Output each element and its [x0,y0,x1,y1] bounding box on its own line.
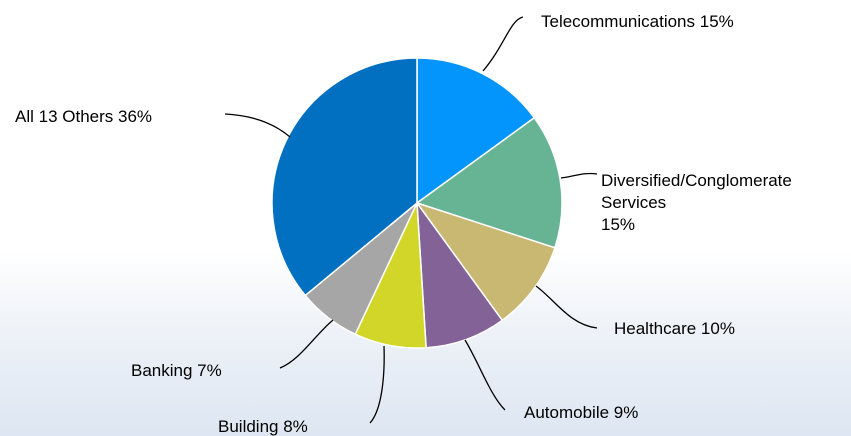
pie-slice-diversified-conglomerate [416,117,563,249]
leader-line-banking [279,319,334,369]
leader-line-automobile [464,339,506,411]
leader-line-all-others [224,113,291,138]
slice-label-diversified-line-1: Diversified/Conglomerate [601,171,792,190]
slice-label-automobile: Automobile 9% [524,403,639,422]
leader-line-building [369,345,385,424]
slice-label-telecommunications: Telecommunications 15% [541,12,734,31]
leader-line-healthcare [535,285,598,329]
slice-label-healthcare: Healthcare 10% [614,319,735,338]
slice-label-banking: Banking 7% [131,361,222,380]
pie-slice-healthcare [416,202,556,322]
slice-label-all-others: All 13 Others 36% [15,107,153,126]
slice-label-diversified-line-2: Services [601,193,667,212]
pie-slices [271,57,563,349]
pie-slice-telecommunications [416,57,536,204]
pie-slice-automobile [416,202,503,349]
pie-slice-all-others [271,57,418,297]
slice-label-diversified-line-3: 15% [601,215,636,234]
leader-lines [224,16,598,424]
slice-label-building: Building 8% [218,417,308,436]
leader-line-telecommunications [482,16,524,72]
slice-label-diversified: Diversified/Conglomerate Services 15% [601,170,792,236]
leader-line-diversified [560,172,598,179]
